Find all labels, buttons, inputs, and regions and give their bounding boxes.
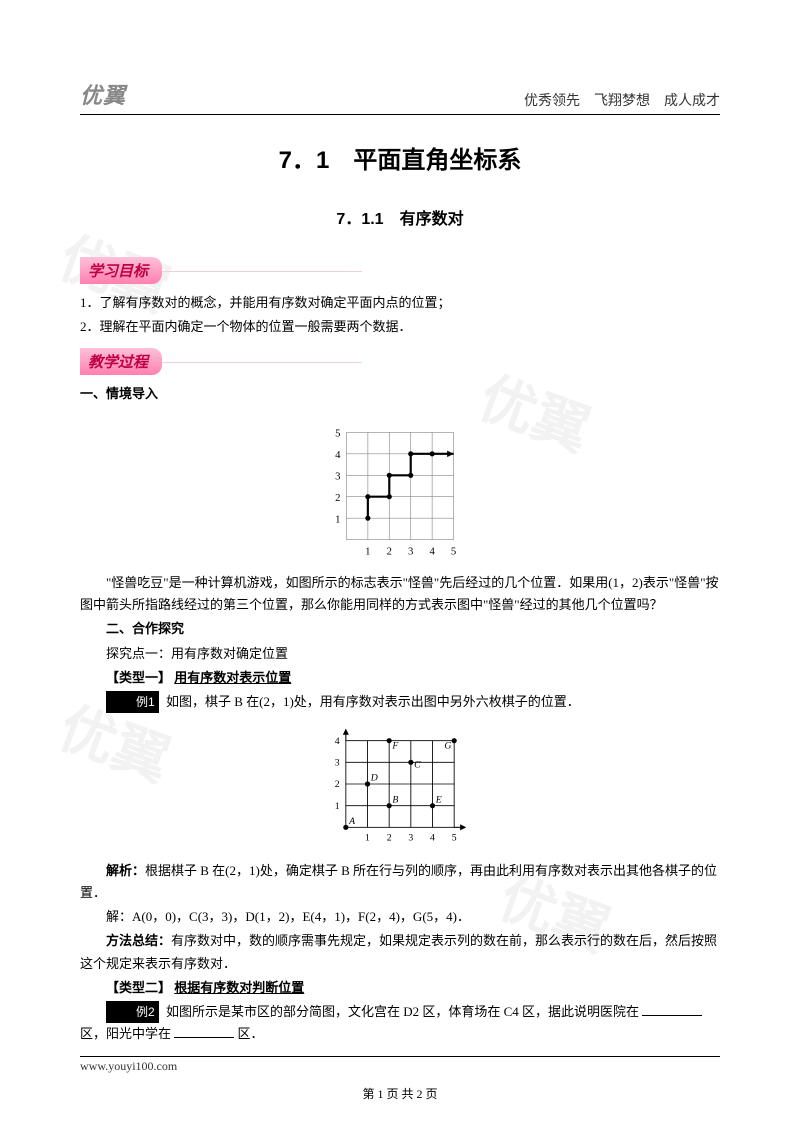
- svg-text:1: 1: [365, 546, 370, 558]
- figure-chess-grid: A B C D E F G 1 2 3 4 5 1 2 3 4: [80, 719, 720, 854]
- type1-label: 【类型一】: [106, 670, 171, 685]
- type2-label: 【类型二】: [106, 980, 171, 995]
- method-row: 方法总结：有序数对中，数的顺序需事先规定，如果规定表示列的数在前，那么表示行的数…: [80, 930, 720, 974]
- brand-logo: 优翼: [80, 78, 126, 110]
- example2-row: 例2 如图所示是某市区的部分简图，文化宫在 D2 区，体育场在 C4 区，据此说…: [80, 1001, 720, 1045]
- chart-grid-2: A B C D E F G 1 2 3 4 5 1 2 3 4: [320, 719, 480, 849]
- page-header: 优翼 优秀领先 飞翔梦想 成人成才: [80, 80, 720, 115]
- fill-blank[interactable]: [174, 1024, 234, 1038]
- svg-text:4: 4: [430, 832, 435, 843]
- solution-row: 解：A(0，0)，C(3，3)，D(1，2)，E(4，1)，F(2，4)，G(5…: [80, 906, 720, 928]
- type1-row: 【类型一】 用有序数对表示位置: [80, 667, 720, 689]
- svg-text:2: 2: [335, 779, 340, 790]
- svg-text:A: A: [348, 816, 355, 827]
- example-tag: 例2: [106, 1001, 159, 1023]
- svg-text:4: 4: [335, 736, 340, 747]
- footer-url: www.youyi100.com: [80, 1056, 720, 1074]
- svg-text:3: 3: [408, 832, 413, 843]
- fill-blank[interactable]: [642, 1002, 702, 1016]
- solution-body: A(0，0)，C(3，3)，D(1，2)，E(4，1)，F(2，4)，G(5，4…: [132, 909, 470, 924]
- method-body: 有序数对中，数的顺序需事先规定，如果规定表示列的数在前，那么表示行的数在后，然后…: [80, 933, 717, 970]
- svg-text:3: 3: [408, 546, 413, 558]
- svg-text:1: 1: [335, 801, 340, 812]
- footer-page-number: 第 1 页 共 2 页: [0, 1085, 800, 1102]
- figure-monster-path: 1 2 3 4 5 1 2 3 4 5: [80, 411, 720, 566]
- svg-text:2: 2: [387, 832, 392, 843]
- svg-text:D: D: [370, 773, 378, 784]
- ex2-body-a: 如图所示是某市区的部分简图，文化宫在 D2 区，体育场在 C4 区，据此说明医院…: [166, 1004, 639, 1019]
- header-tagline: 优秀领先 飞翔梦想 成人成才: [524, 90, 720, 110]
- svg-text:2: 2: [387, 546, 392, 558]
- explore-sub: 探究点一：用有序数对确定位置: [80, 643, 720, 665]
- svg-text:G: G: [444, 740, 451, 751]
- svg-text:E: E: [435, 795, 442, 806]
- svg-text:2: 2: [335, 492, 340, 504]
- method-label: 方法总结：: [106, 933, 171, 948]
- svg-text:F: F: [391, 740, 399, 751]
- svg-text:3: 3: [335, 758, 340, 769]
- svg-text:4: 4: [335, 449, 341, 461]
- type1-title: 用有序数对表示位置: [174, 670, 291, 685]
- lead-in-body: "怪兽吃豆"是一种计算机游戏，如图所示的标志表示"怪兽"先后经过的几个位置．如果…: [80, 572, 720, 616]
- svg-text:3: 3: [335, 471, 340, 483]
- analysis-row: 解析：根据棋子 B 在(2，1)处，确定棋子 B 所在行与列的顺序，再由此利用有…: [80, 860, 720, 904]
- svg-text:4: 4: [429, 546, 435, 558]
- goal-item: 2．理解在平面内确定一个物体的位置一般需要两个数据．: [80, 316, 720, 338]
- svg-text:B: B: [392, 795, 398, 806]
- page: 优翼 优翼 优翼 优翼 优翼 优秀领先 飞翔梦想 成人成才 7．1 平面直角坐标…: [0, 0, 800, 1132]
- ex2-body-b: 区，阳光中学在: [80, 1026, 171, 1041]
- svg-text:C: C: [414, 760, 421, 771]
- svg-text:5: 5: [452, 832, 457, 843]
- chapter-title: 7．1 平面直角坐标系: [80, 140, 720, 175]
- svg-text:5: 5: [451, 546, 456, 558]
- solution-label: 解：: [106, 909, 132, 924]
- label-process: 教学过程: [80, 348, 162, 375]
- type2-row: 【类型二】 根据有序数对判断位置: [80, 977, 720, 999]
- label-goals: 学习目标: [80, 257, 162, 284]
- svg-text:1: 1: [365, 832, 370, 843]
- goal-item: 1．了解有序数对的概念，并能用有序数对确定平面内点的位置；: [80, 292, 720, 314]
- analysis-label: 解析：: [106, 863, 145, 878]
- explore-heading: 二、合作探究: [80, 618, 720, 640]
- ex2-body-c: 区．: [238, 1026, 264, 1041]
- section-title: 7．1.1 有序数对: [80, 205, 720, 229]
- example1-row: 例1 如图，棋子 B 在(2，1)处，用有序数对表示出图中另外六枚棋子的位置．: [80, 691, 720, 713]
- type2-title: 根据有序数对判断位置: [174, 980, 304, 995]
- example-tag: 例1: [106, 691, 159, 713]
- svg-text:1: 1: [335, 514, 340, 526]
- svg-text:5: 5: [335, 428, 340, 440]
- lead-in-heading: 一、情境导入: [80, 383, 720, 405]
- content: 7．1 平面直角坐标系 7．1.1 有序数对 学习目标 1．了解有序数对的概念，…: [80, 140, 720, 1045]
- example1-body: 如图，棋子 B 在(2，1)处，用有序数对表示出图中另外六枚棋子的位置．: [166, 694, 580, 709]
- analysis-body: 根据棋子 B 在(2，1)处，确定棋子 B 所在行与列的顺序，再由此利用有序数对…: [80, 863, 717, 900]
- chart-grid-1: 1 2 3 4 5 1 2 3 4 5: [325, 411, 475, 561]
